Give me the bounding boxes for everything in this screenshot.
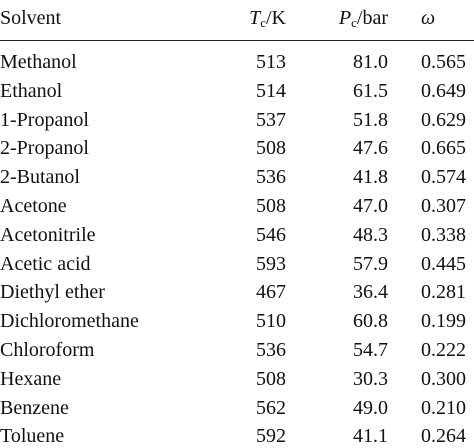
table-cell: 0.281 [421,281,466,304]
table-cell: Dichloromethane [0,310,139,333]
table-cell: 508 [256,137,286,160]
table-cell: 48.3 [353,223,388,246]
table-cell: 0.649 [421,79,466,102]
table-cell: 41.1 [353,425,388,448]
table-cell: 0.338 [421,223,466,246]
header-unit: /K [266,7,286,29]
table-cell: 81.0 [353,51,388,73]
table-cell: Toluene [0,425,65,448]
header-symbol: P [338,7,352,29]
header-unit: /bar [356,7,388,29]
table-cell: 536 [256,166,286,189]
table-cell: 0.199 [421,310,466,333]
table-cell: 57.9 [353,252,388,275]
header-subscript: c [260,15,266,30]
table-cell: 546 [256,223,286,246]
table-cell: 2-Butanol [0,166,80,189]
table-cell: 30.3 [353,367,388,390]
table-cell: 36.4 [353,281,388,304]
table-cell: 514 [256,79,286,102]
header-cell: Pc/bar [339,6,388,30]
header-symbol: ω [421,7,436,29]
table-cell: 1-Propanol [0,108,89,131]
table-cell: 562 [256,396,286,419]
table-cell: 592 [256,425,286,448]
table-cell: 0.307 [421,195,466,217]
table-cell: 467 [256,281,286,304]
header-cell: Solvent [0,6,61,30]
table-cell: 510 [256,310,286,333]
table-cell: 508 [256,195,286,217]
table-cell: 0.210 [421,396,466,419]
table-cell: 61.5 [353,79,388,102]
table-cell: 2-Propanol [0,137,89,160]
table-cell: Chloroform [0,339,95,361]
table-cell: Ethanol [0,79,63,102]
table-cell: Acetic acid [0,252,91,275]
table-cell: 0.264 [421,425,466,448]
table-cell: 536 [256,339,286,361]
table-cell: 0.574 [421,166,466,189]
table-cell: Hexane [0,367,62,390]
table-cell: Benzene [0,396,69,419]
header-cell: ω [421,6,435,30]
table-cell: 0.565 [421,51,466,73]
header-symbol: T [249,7,261,29]
table-cell: 51.8 [353,108,388,131]
header-text: Solvent [0,7,62,29]
table-cell: 508 [256,367,286,390]
table-cell: 60.8 [353,310,388,333]
table-cell: 0.629 [421,108,466,131]
table-cell: 0.222 [421,339,466,361]
header-subscript: c [351,15,357,30]
table-cell: 537 [256,108,286,131]
table-cell: Methanol [0,51,77,73]
table-cell: 49.0 [353,396,388,419]
table-cell: 0.445 [421,252,466,275]
table-cell: 41.8 [353,166,388,189]
table-cell: Diethyl ether [0,281,105,304]
header-rule [0,40,474,41]
table-cell: 0.665 [421,137,466,160]
table-cell: 0.300 [421,367,466,390]
table-cell: 47.0 [353,195,388,217]
table-cell: 54.7 [353,339,388,361]
table-cell: 593 [256,252,286,275]
table-cell: Acetone [0,195,67,217]
table-cell: 513 [256,51,286,73]
table-cell: Acetonitrile [0,223,96,246]
header-cell: Tc/K [249,6,286,30]
table-cell: 47.6 [353,137,388,160]
